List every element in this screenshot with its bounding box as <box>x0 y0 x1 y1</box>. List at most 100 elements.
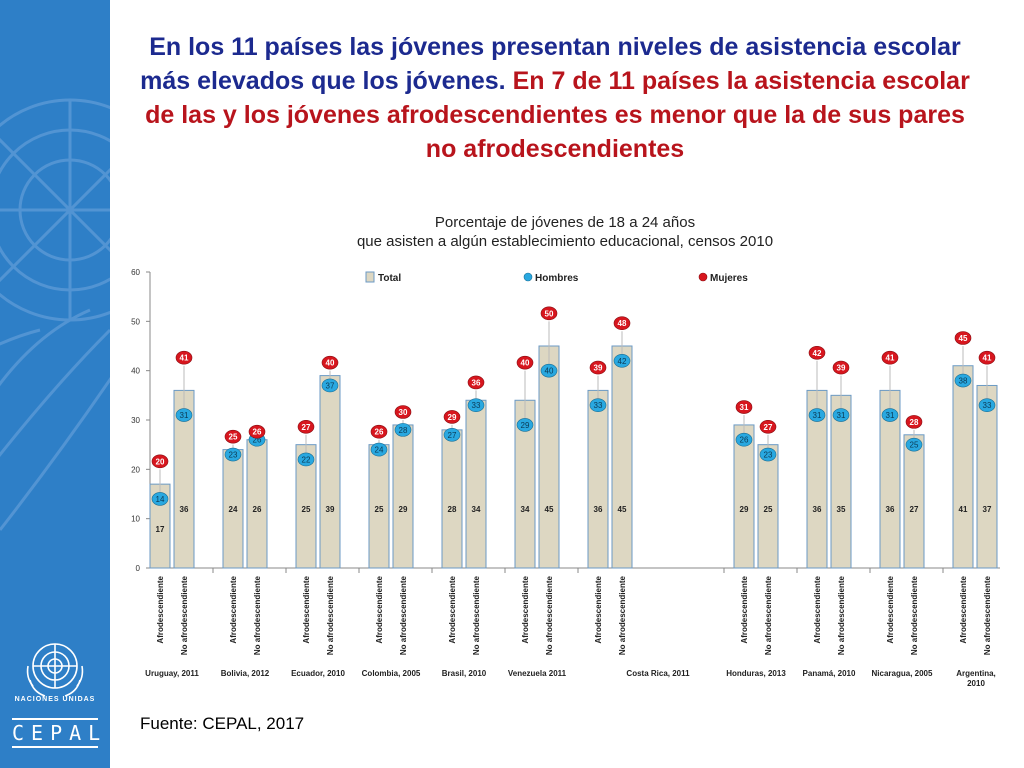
mujeres-value-label: 26 <box>375 428 384 437</box>
hombres-value-label: 33 <box>594 401 603 410</box>
y-tick-label: 40 <box>131 367 140 376</box>
org-short-label: CEPAL <box>12 718 100 748</box>
hombres-marker <box>175 408 193 422</box>
hombres-marker <box>370 442 388 457</box>
legend-mujeres-marker <box>698 272 708 282</box>
bar-total <box>952 365 974 569</box>
mujeres-value-label: 26 <box>253 428 262 437</box>
category-label: Afrodescendiente <box>375 575 384 643</box>
hombres-marker <box>905 437 923 452</box>
bar-total-label: 45 <box>618 505 627 514</box>
category-label: No afrodescendiente <box>983 575 992 655</box>
mujeres-marker <box>394 405 412 419</box>
bar-total <box>465 399 487 569</box>
mujeres-marker <box>540 306 558 321</box>
bar-total-label: 35 <box>837 505 846 514</box>
hombres-value-label: 33 <box>983 401 992 410</box>
hombres-marker <box>589 398 607 413</box>
bar-total-label: 27 <box>910 505 919 514</box>
bar-total-label: 37 <box>983 505 992 514</box>
bar-total <box>903 434 925 569</box>
mujeres-marker <box>224 429 242 444</box>
country-label: Panamá, 2010 <box>803 669 856 678</box>
category-label: Afrodescendiente <box>229 575 238 643</box>
country-label: Colombia, 2005 <box>362 669 421 678</box>
mujeres-marker <box>832 360 850 375</box>
country-label-year: 2010 <box>967 679 985 688</box>
country-label: Brasil, 2010 <box>442 669 487 678</box>
hombres-marker <box>978 398 996 413</box>
mujeres-value-label: 39 <box>594 364 603 373</box>
hombres-value-label: 31 <box>813 411 822 420</box>
mujeres-marker <box>516 355 534 370</box>
hombres-value-label: 31 <box>886 411 895 420</box>
mujeres-value-label: 25 <box>229 433 238 442</box>
bar-total <box>611 345 633 569</box>
legend-hombres-label: Hombres <box>535 273 579 284</box>
country-label: Ecuador, 2010 <box>291 669 345 678</box>
category-label: No afrodescendiente <box>545 575 554 655</box>
hombres-marker <box>467 398 485 413</box>
hombres-marker <box>613 353 631 368</box>
mujeres-marker <box>613 316 631 331</box>
bar-total-label: 36 <box>594 505 603 514</box>
mujeres-value-label: 50 <box>545 309 554 318</box>
cepal-logo <box>0 630 110 768</box>
bar-total <box>392 424 414 569</box>
mujeres-marker <box>467 375 485 390</box>
mujeres-marker <box>443 410 461 424</box>
hombres-value-label: 26 <box>253 436 262 445</box>
country-label: Venezuela 2011 <box>508 669 567 678</box>
page-title: En los 11 países las jóvenes presentan n… <box>130 30 980 166</box>
bar-total-label: 36 <box>813 505 822 514</box>
mujeres-value-label: 41 <box>886 354 895 363</box>
hombres-value-label: 25 <box>910 441 919 450</box>
bar-total-label: 25 <box>302 505 311 514</box>
legend-hombres-marker <box>523 272 533 282</box>
mujeres-value-label: 27 <box>302 423 311 432</box>
hombres-marker <box>540 363 558 378</box>
category-label: No afrodescendiente <box>618 575 627 655</box>
y-tick-label: 0 <box>136 564 141 573</box>
category-label: No afrodescendiente <box>326 575 335 655</box>
hombres-value-label: 23 <box>229 451 238 460</box>
hombres-marker <box>321 378 339 393</box>
category-label: Afrodescendiente <box>886 575 895 643</box>
hombres-marker <box>954 373 972 388</box>
hombres-marker <box>735 432 753 447</box>
mujeres-value-label: 31 <box>740 403 749 412</box>
bar-total-label: 28 <box>448 505 457 514</box>
hombres-value-label: 42 <box>618 357 627 366</box>
category-label: No afrodescendiente <box>910 575 919 655</box>
sidebar-panel: NACIONES UNIDAS CEPAL <box>0 0 110 768</box>
mujeres-marker <box>735 400 753 414</box>
hombres-marker <box>832 408 850 422</box>
hombres-marker <box>297 452 315 467</box>
category-label: No afrodescendiente <box>837 575 846 655</box>
mujeres-marker <box>808 345 826 360</box>
country-label: Bolivia, 2012 <box>221 669 270 678</box>
un-globe-logo-icon <box>26 643 84 697</box>
un-emblem-watermark-icon <box>0 98 110 531</box>
mujeres-marker <box>175 350 193 365</box>
category-label: Afrodescendiente <box>302 575 311 643</box>
hombres-value-label: 23 <box>764 451 773 460</box>
bar-total-label: 25 <box>375 505 384 514</box>
bar-total <box>976 384 998 569</box>
hombres-marker <box>224 447 242 462</box>
bar-total-label: 26 <box>253 505 262 514</box>
mujeres-marker <box>954 331 972 345</box>
source-note: Fuente: CEPAL, 2017 <box>140 714 305 733</box>
mujeres-value-label: 40 <box>521 359 530 368</box>
hombres-value-label: 31 <box>180 411 189 420</box>
bar-total-label: 29 <box>740 505 749 514</box>
mujeres-value-label: 28 <box>910 418 919 427</box>
mujeres-marker <box>905 415 923 429</box>
category-label: Afrodescendiente <box>448 575 457 643</box>
chart-title-line-1: Porcentaje de jóvenes de 18 a 24 años <box>435 214 695 231</box>
hombres-marker <box>443 427 461 442</box>
hombres-marker <box>151 492 169 506</box>
category-label: Afrodescendiente <box>959 575 968 643</box>
bar-total-label: 41 <box>959 505 968 514</box>
hombres-marker <box>808 408 826 422</box>
